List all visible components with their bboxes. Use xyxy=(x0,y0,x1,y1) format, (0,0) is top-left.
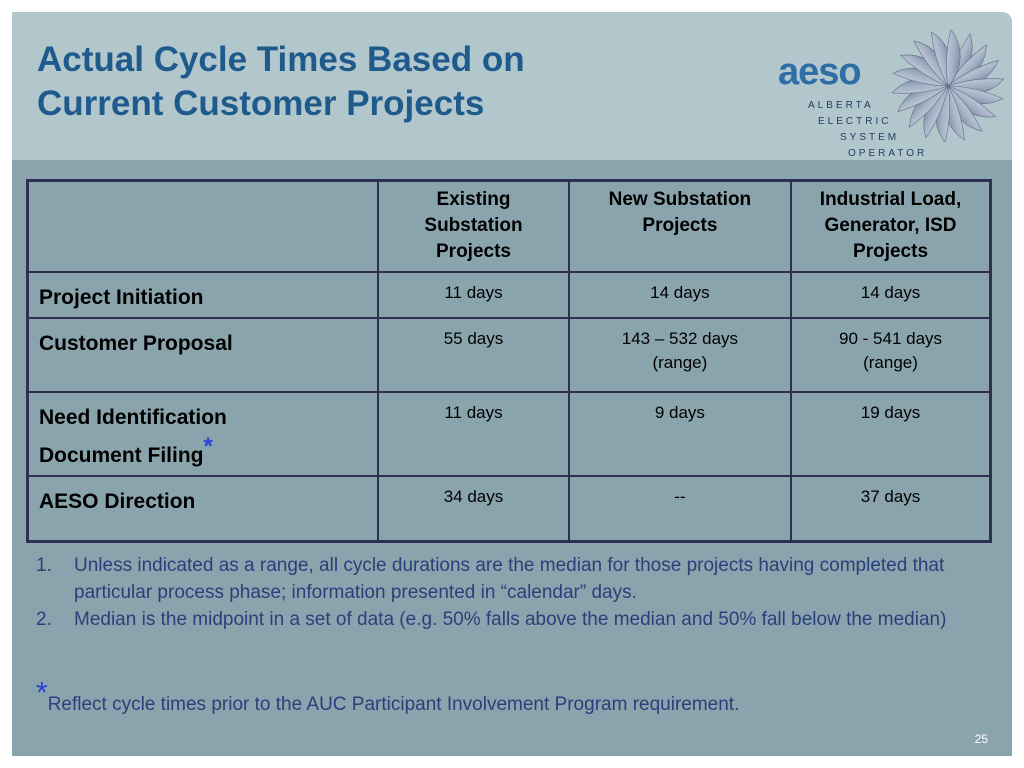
cell-line: 55 days xyxy=(443,328,504,348)
logo-line-alberta: ALBERTA xyxy=(808,100,874,111)
cell-value: 90 - 541 days (range) xyxy=(790,316,992,393)
table-row: Need Identification Document Filing* 11 … xyxy=(26,390,992,477)
cell-value: 19 days xyxy=(790,390,992,477)
table-header-row: Existing Substation Projects New Substat… xyxy=(26,179,992,273)
row-label-line-2-text: Document Filing xyxy=(39,443,204,467)
asterisk-marker: * xyxy=(203,432,213,460)
footnote-text: Reflect cycle times prior to the AUC Par… xyxy=(47,694,740,715)
page-number: 25 xyxy=(974,732,988,746)
cell-line-range: (range) xyxy=(863,352,918,372)
table-row: Customer Proposal 55 days 143 – 532 days… xyxy=(26,316,992,393)
footnote: *Reflect cycle times prior to the AUC Pa… xyxy=(36,678,740,718)
cell-line: 143 – 532 days xyxy=(621,328,739,348)
row-label-customer-proposal: Customer Proposal xyxy=(26,316,380,393)
row-label-aeso-direction: AESO Direction xyxy=(26,474,380,543)
note-number: 2. xyxy=(36,609,52,630)
table-row: AESO Direction 34 days -- 37 days xyxy=(26,474,992,543)
cell-line: 90 - 541 days xyxy=(839,328,943,348)
cell-value: 14 days xyxy=(790,270,992,319)
footnote-asterisk: * xyxy=(36,676,48,710)
cell-value: 11 days xyxy=(377,390,570,477)
logo-line-operator: OPERATOR xyxy=(848,148,928,159)
note-item: 1. Unless indicated as a range, all cycl… xyxy=(36,552,956,606)
logo-line-system: SYSTEM xyxy=(840,132,900,143)
logo-line-electric: ELECTRIC xyxy=(818,116,892,127)
notes-list: 1. Unless indicated as a range, all cycl… xyxy=(36,552,956,633)
cell-value: 11 days xyxy=(377,270,570,319)
header-new-substation: New Substation Projects xyxy=(567,179,793,273)
cell-value: 34 days xyxy=(377,474,570,543)
note-item: 2. Median is the midpoint in a set of da… xyxy=(36,606,956,633)
note-text: Median is the midpoint in a set of data … xyxy=(74,609,947,630)
table-row: Project Initiation 11 days 14 days 14 da… xyxy=(26,270,992,319)
header-industrial-load: Industrial Load, Generator, ISD Projects xyxy=(790,179,992,273)
row-label-nid-filing: Need Identification Document Filing* xyxy=(26,390,380,477)
note-number: 1. xyxy=(36,555,52,576)
logo-wordmark: aeso xyxy=(778,51,862,93)
cell-value: -- xyxy=(567,474,793,543)
header-cell-empty xyxy=(26,179,380,273)
cell-value: 143 – 532 days (range) xyxy=(567,316,793,393)
row-label-line-1: Need Identification xyxy=(39,405,227,429)
title-line-1: Actual Cycle Times Based on xyxy=(37,40,525,79)
cell-value: 9 days xyxy=(567,390,793,477)
swirl-logo-icon xyxy=(892,30,1004,142)
row-label-project-initiation: Project Initiation xyxy=(26,270,380,319)
cell-value: 14 days xyxy=(567,270,793,319)
header-existing-substation: Existing Substation Projects xyxy=(377,179,570,273)
slide: Actual Cycle Times Based on Current Cust… xyxy=(12,12,1012,756)
cell-value: 37 days xyxy=(790,474,992,543)
note-text: Unless indicated as a range, all cycle d… xyxy=(74,555,945,603)
swirl-petal xyxy=(946,30,961,87)
cell-value: 55 days xyxy=(377,316,570,393)
title-line-2: Current Customer Projects xyxy=(37,84,485,123)
slide-title: Actual Cycle Times Based on Current Cust… xyxy=(37,38,677,126)
aeso-logo: aeso ALBERTA ELECTRIC SYSTEM OPERATOR xyxy=(774,30,1004,159)
cell-line-range: (range) xyxy=(652,352,708,372)
header-band: Actual Cycle Times Based on Current Cust… xyxy=(12,12,1012,160)
row-label-line-2: Document Filing* xyxy=(39,434,367,475)
cycle-times-table: Existing Substation Projects New Substat… xyxy=(26,179,992,543)
